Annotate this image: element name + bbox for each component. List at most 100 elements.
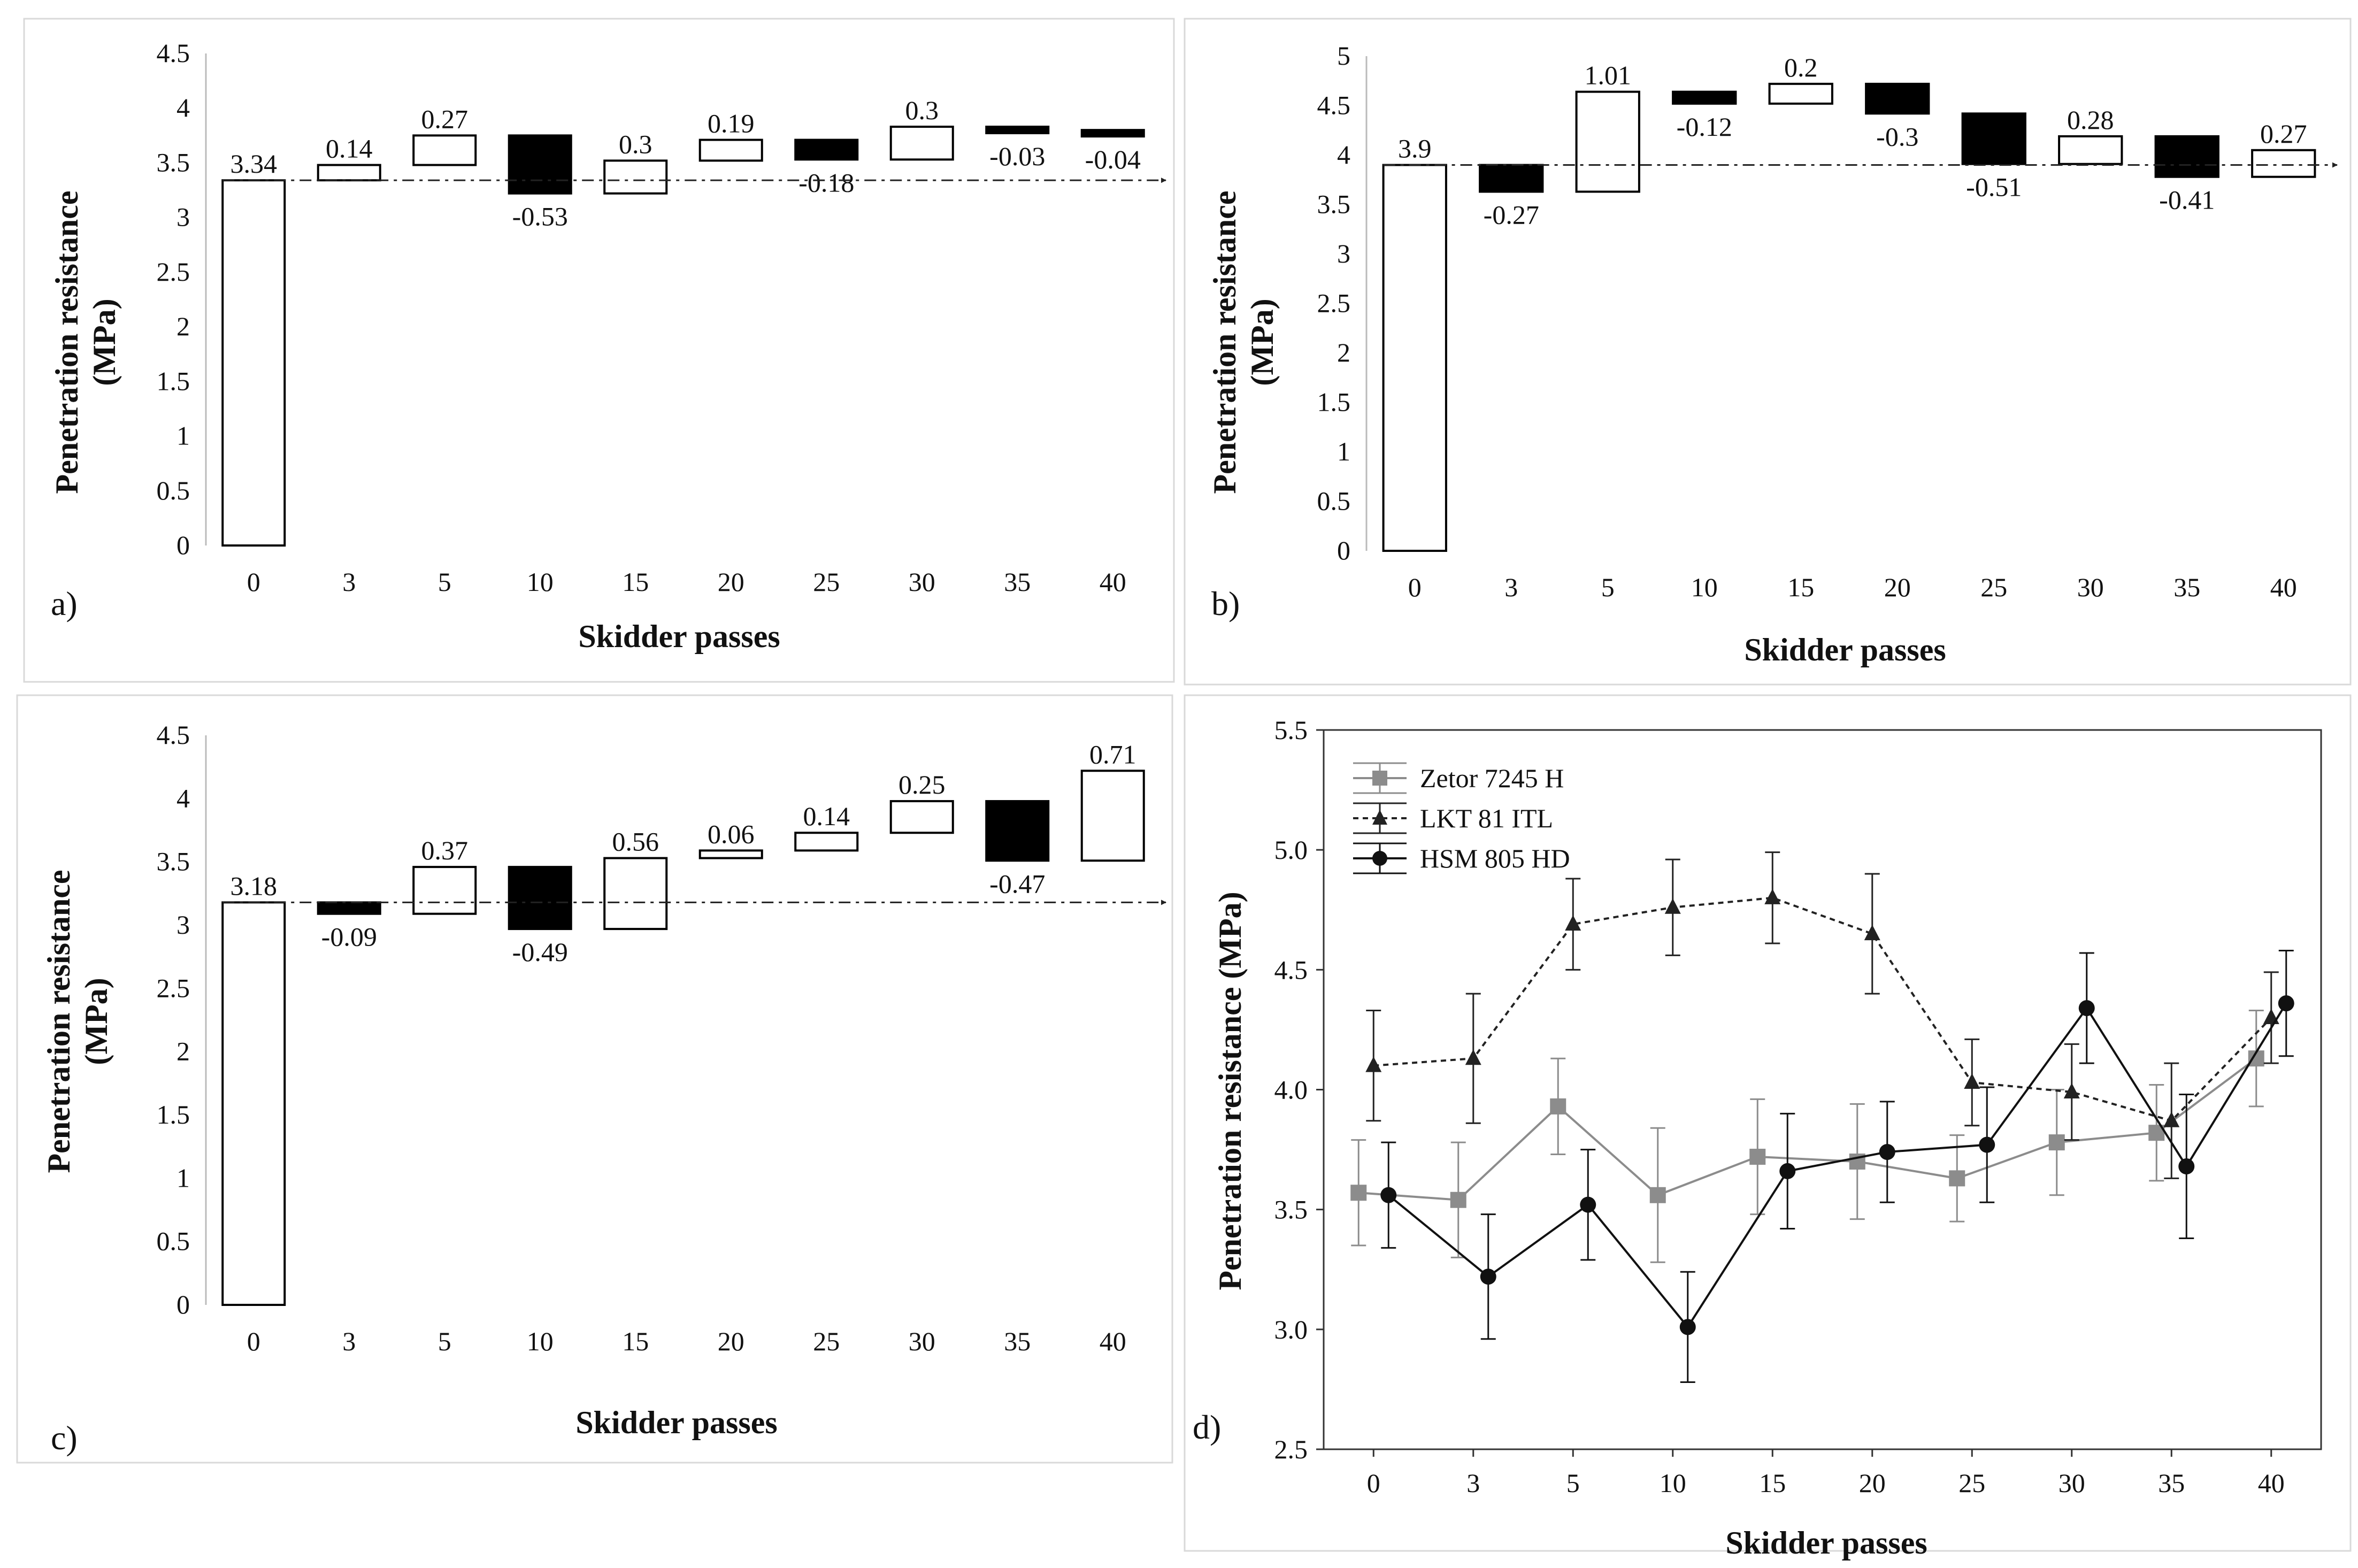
legend-label: HSM 805 HD <box>1420 843 1570 873</box>
x-tick-label: 15 <box>1787 572 1814 602</box>
series-1 <box>1365 851 2279 1179</box>
legend-label: Zetor 7245 H <box>1420 763 1564 793</box>
y-tick-label: 3.5 <box>157 147 190 177</box>
point-triangle <box>1365 1056 1382 1072</box>
series-line <box>1358 1057 2257 1201</box>
bar-decrease <box>1865 82 1930 115</box>
x-tick-label: 35 <box>2173 572 2200 602</box>
point-triangle <box>1864 925 1880 941</box>
point-triangle <box>2163 1111 2180 1127</box>
x-tick-label: 15 <box>622 1326 649 1356</box>
x-tick-label: 20 <box>1884 572 1911 602</box>
legend: Zetor 7245 H LKT 81 ITL HSM 805 HD <box>1353 762 1570 874</box>
bar-decrease <box>2154 135 2219 178</box>
y-tick-label: 2.5 <box>157 973 190 1003</box>
y-tick-label: 0 <box>1337 535 1350 565</box>
y-tick-label: 4.5 <box>157 38 190 68</box>
bar-increase <box>412 866 477 915</box>
x-tick-label: 35 <box>2158 1468 2185 1498</box>
data-label: -0.27 <box>1484 199 1539 229</box>
y-tick-label: 1 <box>1337 436 1350 466</box>
data-label: 0.71 <box>1089 739 1136 769</box>
y-tick-label: 1 <box>176 421 190 451</box>
y-tick-label: 5 <box>1337 41 1350 71</box>
point-square <box>1649 1187 1666 1203</box>
data-label: -0.03 <box>989 141 1045 171</box>
y-tick-label: 5.0 <box>1274 835 1308 865</box>
bar-increase <box>412 134 477 166</box>
y-tick-label: 2 <box>1337 337 1350 367</box>
bar-base <box>221 901 286 1306</box>
bar-decrease <box>1479 164 1544 193</box>
bar-increase <box>2058 135 2123 165</box>
series-line <box>1373 896 2272 1123</box>
x-tick-label: 15 <box>622 567 649 597</box>
data-label: -0.53 <box>512 202 568 232</box>
bar-increase <box>1768 82 1833 105</box>
legend-marker-triangle <box>1372 810 1387 825</box>
panel-frame <box>1184 694 2352 1552</box>
y-tick-label: 1.5 <box>157 1100 190 1129</box>
y-axis-title-line: (MPa) <box>87 298 122 386</box>
x-tick-label: 3 <box>1504 572 1518 602</box>
y-tick-label: 0.5 <box>1317 486 1351 516</box>
point-triangle <box>1465 1049 1481 1065</box>
data-label: -0.09 <box>321 922 377 952</box>
x-tick-label: 25 <box>813 1326 840 1356</box>
y-tick-label: 4.5 <box>157 720 190 750</box>
y-axis-title-line: Penetration resistance <box>1207 190 1242 494</box>
y-tick-label: 0 <box>176 530 190 560</box>
x-tick-label: 25 <box>1980 572 2007 602</box>
y-axis-title-line: (MPa) <box>1245 298 1280 386</box>
data-label: -0.12 <box>1677 112 1732 142</box>
panel-frame <box>1184 18 2352 686</box>
point-circle <box>1979 1136 1995 1153</box>
data-label: 0.25 <box>898 770 946 800</box>
data-label: 0.3 <box>619 129 652 159</box>
bar-increase <box>603 159 668 195</box>
bar-decrease <box>1080 129 1145 138</box>
y-tick-label: 4.5 <box>1274 955 1308 985</box>
x-tick-label: 10 <box>527 567 554 597</box>
data-label: 0.27 <box>2260 119 2307 149</box>
x-tick-label: 0 <box>247 1326 260 1356</box>
x-tick-label: 35 <box>1004 567 1031 597</box>
panel-label: a) <box>51 585 78 622</box>
x-tick-label: 15 <box>1759 1468 1786 1498</box>
x-tick-label: 20 <box>718 1326 744 1356</box>
bar-increase <box>889 125 954 161</box>
x-tick-label: 25 <box>813 567 840 597</box>
legend-marker-circle <box>1372 851 1387 866</box>
y-tick-label: 0 <box>176 1289 190 1319</box>
panel-frame <box>16 694 1173 1464</box>
bar-decrease <box>1961 112 2026 165</box>
y-tick-label: 3 <box>176 910 190 940</box>
x-tick-label: 5 <box>1601 572 1615 602</box>
data-label: 0.56 <box>612 827 659 857</box>
bar-increase <box>698 849 763 859</box>
y-tick-label: 4 <box>176 93 190 122</box>
x-tick-label: 3 <box>342 567 356 597</box>
point-circle <box>1480 1269 1496 1285</box>
panel-label: d) <box>1193 1408 1221 1446</box>
y-tick-label: 4.0 <box>1274 1075 1308 1105</box>
x-tick-label: 30 <box>909 1326 935 1356</box>
point-square <box>1749 1149 1766 1165</box>
bar-decrease <box>985 800 1050 862</box>
panel-frame <box>23 18 1175 683</box>
x-tick-label: 10 <box>1691 572 1718 602</box>
x-tick-label: 25 <box>1958 1468 1985 1498</box>
x-tick-label: 10 <box>527 1326 554 1356</box>
x-tick-label: 0 <box>247 567 260 597</box>
y-axis-title-line: Penetration resistance <box>41 870 76 1173</box>
x-axis-title: Skidder passes <box>1725 1525 1927 1561</box>
data-label: -0.3 <box>1876 121 1918 151</box>
y-tick-label: 0.5 <box>157 475 190 505</box>
x-tick-label: 5 <box>438 1326 451 1356</box>
point-circle <box>1779 1163 1796 1179</box>
x-tick-label: 40 <box>2270 572 2297 602</box>
y-tick-label: 3.0 <box>1274 1315 1308 1344</box>
data-label: 0.14 <box>326 134 373 164</box>
x-axis-title: Skidder passes <box>1744 632 1946 667</box>
